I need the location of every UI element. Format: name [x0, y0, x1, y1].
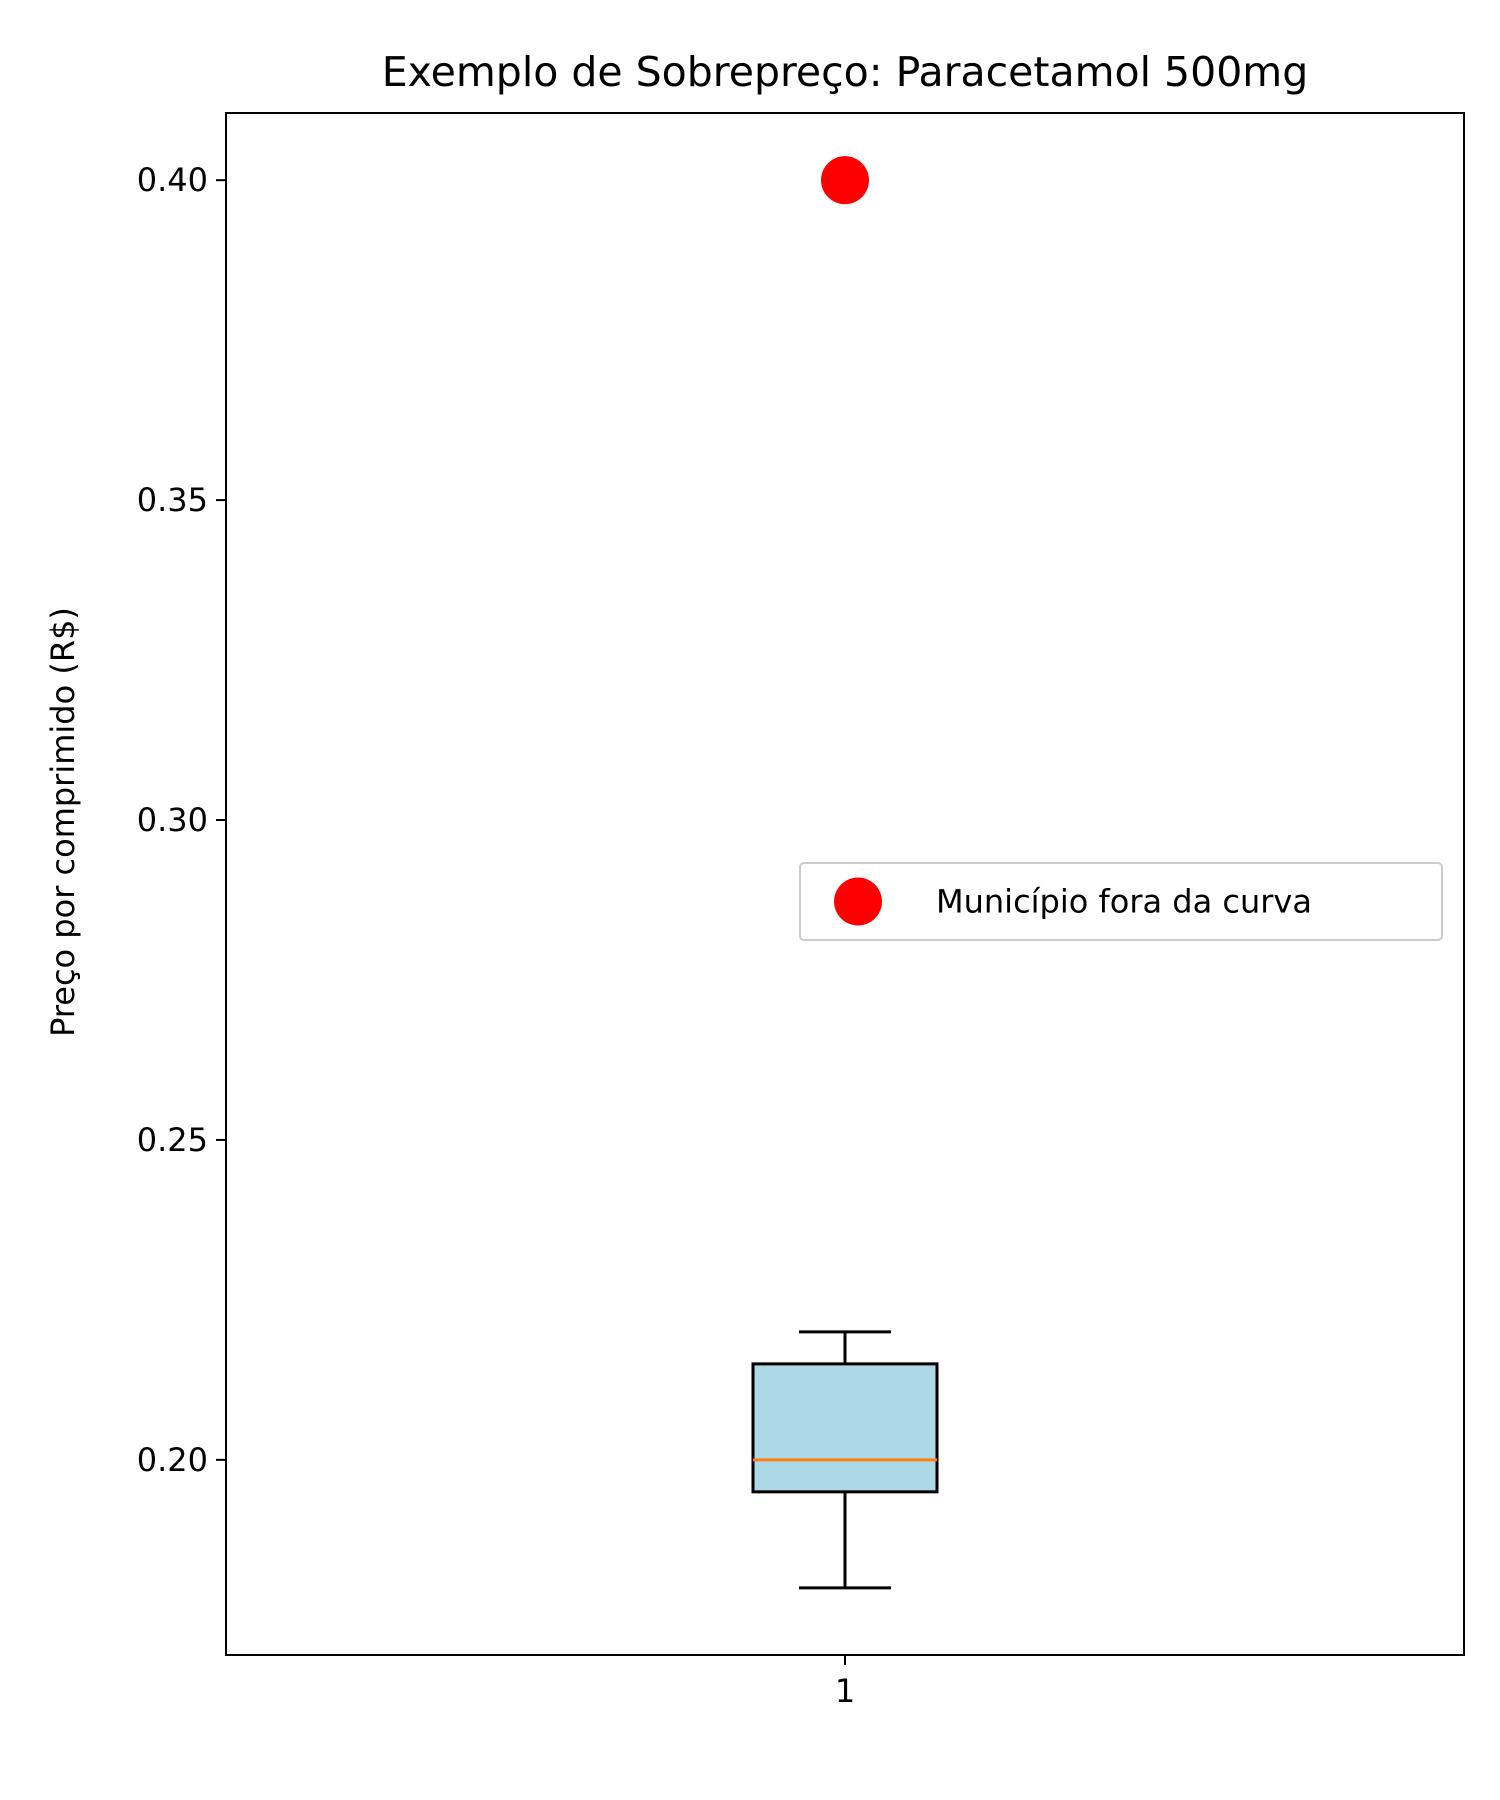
- axes: 0.20 0.25 0.30 0.35 0.40 1: [137, 161, 855, 1710]
- y-tick-label: 0.30: [137, 801, 208, 839]
- box-iqr: [751, 1362, 939, 1494]
- chart-title: Exemplo de Sobrepreço: Paracetamol 500mg: [382, 48, 1309, 96]
- plot-area: [751, 156, 939, 1590]
- legend-label: Município fora da curva: [936, 883, 1312, 921]
- outlier-point: [821, 156, 869, 205]
- legend: Município fora da curva: [799, 862, 1443, 941]
- y-tick-label: 0.25: [137, 1121, 208, 1159]
- y-axis-label: Preço por comprimido (R$): [44, 607, 82, 1037]
- x-tick-label: 1: [835, 1672, 855, 1710]
- legend-marker: [834, 877, 882, 926]
- legend-box: [799, 862, 1443, 941]
- y-tick-label: 0.40: [137, 161, 208, 199]
- y-tick-label: 0.35: [137, 481, 208, 519]
- y-tick-label: 0.20: [137, 1441, 208, 1479]
